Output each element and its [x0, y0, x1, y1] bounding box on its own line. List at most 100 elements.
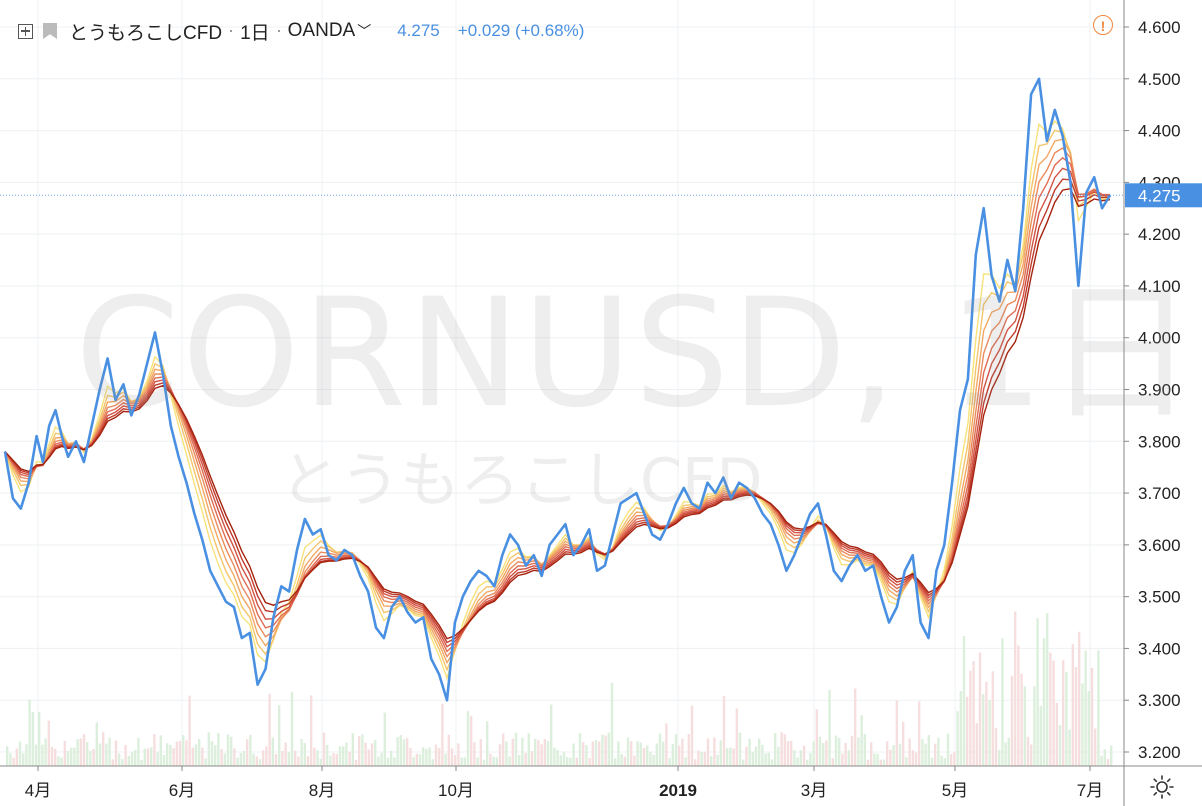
volume-bar: [729, 747, 732, 766]
volume-bar: [822, 742, 825, 766]
volume-bar: [786, 741, 790, 766]
volume-bar: [492, 756, 495, 766]
volume-bar: [754, 746, 758, 766]
interval-label[interactable]: 1日: [240, 22, 270, 44]
price-tick-label: 4.400: [1138, 122, 1181, 141]
volume-bar: [937, 737, 940, 766]
volume-bar: [1004, 742, 1007, 766]
volume-bar: [748, 738, 751, 766]
volume-bar: [658, 733, 662, 766]
settings-icon[interactable]: [1149, 774, 1175, 800]
volume-bar: [700, 751, 703, 766]
volume-bar: [41, 744, 44, 766]
volume-bar: [527, 733, 530, 766]
volume-bar: [649, 751, 652, 766]
price-tick-label: 3.300: [1138, 691, 1181, 710]
volume-bar: [482, 759, 486, 766]
volume-bar: [854, 688, 857, 766]
volume-bar: [1103, 749, 1106, 766]
volume-bar: [943, 758, 946, 766]
volume-bar: [790, 740, 793, 766]
volume-bar: [534, 738, 537, 766]
volume-bar: [338, 746, 342, 766]
volume-bar: [550, 704, 553, 766]
last-price: 4.275: [397, 21, 440, 40]
source-label[interactable]: OANDA: [287, 20, 356, 41]
volume-bar: [892, 744, 895, 766]
volume-bar: [479, 739, 482, 766]
volume-bar: [1033, 686, 1036, 766]
volume-bar: [108, 737, 111, 766]
volume-bar: [1042, 638, 1046, 766]
volume-bar: [159, 735, 162, 766]
volume-bar: [361, 734, 364, 766]
volume-bar: [118, 753, 121, 766]
volume-bar: [486, 721, 489, 766]
volume-bar: [847, 750, 850, 766]
ema-ribbon: [4, 120, 1111, 681]
volume-bar: [329, 755, 332, 766]
volume-bar: [751, 751, 754, 766]
watermark-symbol: CORNUSD, 1日: [75, 267, 1198, 441]
volume-bar: [828, 689, 831, 766]
volume-bar: [716, 754, 719, 766]
volume-bar: [233, 748, 236, 766]
alert-icon[interactable]: !: [1093, 15, 1113, 35]
volume-bar: [348, 751, 351, 766]
volume-bar: [226, 734, 230, 766]
volume-bar: [409, 747, 412, 766]
volume-bar: [38, 711, 41, 766]
volume-bar: [902, 721, 905, 766]
volume-bar: [521, 737, 524, 766]
chevron-down-icon[interactable]: ﹀: [357, 23, 372, 39]
volume-bar: [438, 747, 441, 766]
time-tick-label: 8月: [309, 781, 335, 800]
time-tick-label: 3月: [801, 781, 827, 800]
volume-bar: [601, 734, 604, 766]
volume-bar: [335, 753, 338, 766]
separator-dot: [277, 30, 280, 32]
volume-bar: [767, 752, 770, 766]
volume-bar: [236, 757, 239, 766]
volume-bar: [102, 732, 105, 766]
volume-bar: [57, 756, 60, 766]
volume-bar: [191, 747, 194, 766]
volume-bar: [217, 733, 220, 766]
add-symbol-icon[interactable]: [18, 23, 33, 39]
volume-bar: [850, 735, 854, 766]
volume-bar: [703, 751, 706, 766]
volume-bar: [1046, 613, 1049, 766]
volume-bar: [655, 743, 658, 766]
volume-bar: [1074, 667, 1078, 766]
volume-bar: [34, 744, 38, 766]
volume-bar: [866, 759, 870, 766]
volume-bar: [127, 755, 130, 766]
volume-bar: [121, 758, 124, 766]
volume-bar: [386, 757, 390, 766]
volume-bar: [73, 747, 76, 766]
volume-bar: [770, 759, 774, 766]
volume-bar: [146, 748, 150, 766]
volume-bar: [905, 757, 908, 766]
volume-bar: [681, 738, 684, 766]
volume-bar: [367, 749, 370, 766]
volume-bar: [844, 742, 847, 766]
volume-bar: [886, 741, 889, 766]
volume-bar: [566, 757, 569, 766]
volume-bar: [9, 753, 12, 766]
flag-icon[interactable]: [43, 23, 57, 39]
volume-bar: [383, 712, 386, 766]
volume-bar: [1094, 728, 1097, 766]
time-tick-label: 2019: [659, 781, 697, 800]
volume-bar: [489, 753, 492, 766]
volume-bar: [124, 744, 127, 766]
volume-bar: [271, 737, 274, 766]
volume-bar: [18, 741, 22, 766]
volume-bar: [284, 742, 287, 766]
price-tick-label: 3.200: [1138, 743, 1181, 762]
volume-bar: [153, 733, 156, 766]
volume-bar: [738, 732, 742, 766]
volume-bar: [1010, 675, 1014, 766]
symbol-name[interactable]: とうもろこしCFD: [69, 22, 223, 44]
